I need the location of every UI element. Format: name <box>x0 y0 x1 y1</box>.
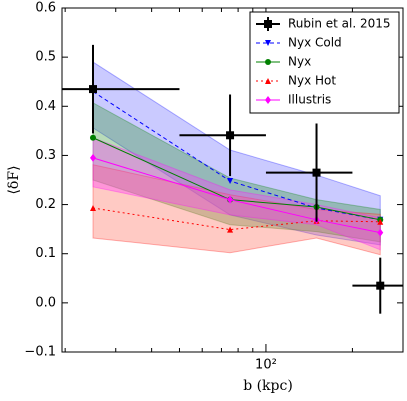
marker <box>227 177 234 184</box>
x-axis-label: b (kpc) <box>243 378 293 394</box>
series-line <box>92 137 381 221</box>
legend-label: Rubin et al. 2015 <box>288 17 391 31</box>
y-axis-label: ⟨δF⟩ <box>6 165 22 194</box>
legend-label: Illustris <box>288 93 331 107</box>
marker <box>265 40 271 46</box>
marker <box>264 20 272 28</box>
plot-frame <box>61 7 404 353</box>
marker <box>88 85 97 94</box>
marker <box>265 59 271 65</box>
marker <box>265 96 271 104</box>
marker <box>377 228 384 237</box>
marker <box>89 134 96 141</box>
y-tick-label: 0.1 <box>35 246 56 261</box>
y-tick-label: 0.3 <box>35 148 56 163</box>
band <box>92 61 381 246</box>
band <box>92 164 381 256</box>
series-line <box>92 157 381 234</box>
legend-label: Nyx Hot <box>288 74 336 88</box>
band <box>92 102 381 243</box>
y-tick-label: −0.1 <box>24 345 56 360</box>
marker <box>227 226 234 233</box>
legend-label: Nyx <box>288 55 311 69</box>
y-tick-label: 0.4 <box>35 99 56 114</box>
y-tick-label: 0.5 <box>35 50 56 65</box>
marker <box>376 281 385 290</box>
marker <box>265 78 271 84</box>
y-tick-label: 0.0 <box>35 295 56 310</box>
marker <box>89 153 96 162</box>
plot-area <box>62 44 403 314</box>
marker <box>227 195 234 204</box>
marker <box>226 131 235 140</box>
marker <box>89 205 96 212</box>
y-tick-label: 0.6 <box>35 1 56 16</box>
x-tick-label: 10² <box>255 358 277 373</box>
legend-label: Nyx Cold <box>288 36 342 50</box>
band <box>92 137 381 251</box>
y-tick-label: 0.2 <box>35 197 56 212</box>
marker <box>377 218 384 225</box>
marker <box>312 168 321 177</box>
